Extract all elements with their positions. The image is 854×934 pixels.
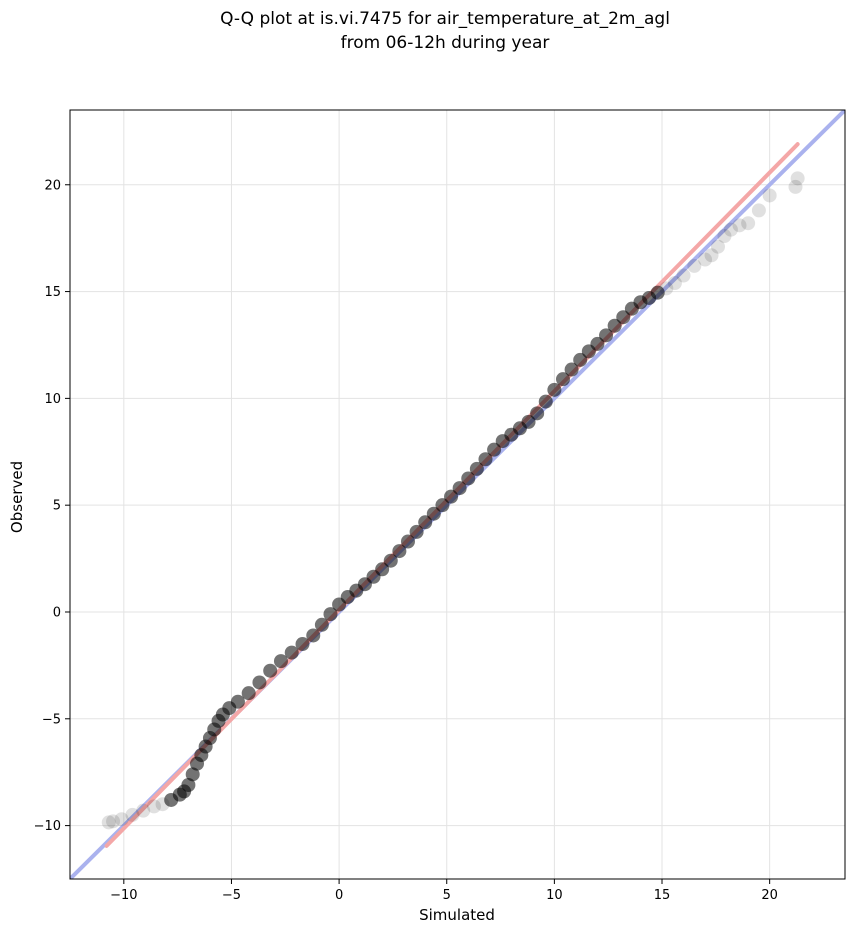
quantile-point-68 — [659, 281, 674, 296]
quantile-point-4 — [136, 803, 151, 818]
axis-ticks: −10 −5 0 5 10 15 20 −10 −5 0 5 10 15 20 — [34, 178, 778, 903]
x-tick-label: 5 — [443, 888, 451, 903]
quantile-point-55 — [547, 382, 562, 397]
quantile-point-75 — [717, 229, 732, 244]
quantile-point-54 — [538, 394, 553, 409]
quantile-point-39 — [409, 524, 424, 539]
y-axis-label: Observed — [8, 461, 26, 533]
quantile-point-29 — [323, 607, 338, 622]
chart-title-line-2: from 06-12h during year — [341, 33, 550, 53]
x-tick-label: 20 — [761, 888, 778, 903]
quantile-point-58 — [573, 352, 588, 367]
y-tick-label: 5 — [53, 499, 61, 514]
quantile-point-48 — [487, 442, 502, 457]
quantile-point-76 — [723, 222, 738, 237]
quantile-point-22 — [252, 675, 267, 690]
quantile-point-2 — [114, 812, 129, 827]
quantile-point-24 — [273, 654, 288, 669]
plot-frame — [69, 109, 846, 880]
quantile-point-0 — [101, 815, 116, 830]
quantile-point-57 — [564, 362, 579, 377]
quantile-point-70 — [676, 268, 691, 283]
quantile-point-53 — [530, 406, 545, 421]
quantile-point-25 — [284, 645, 299, 660]
quantile-point-82 — [790, 171, 805, 186]
quantile-point-69 — [667, 276, 682, 291]
quantile-point-10 — [181, 778, 196, 793]
y-tick-label: −5 — [42, 712, 61, 727]
quantile-point-28 — [314, 617, 329, 632]
y-tick-label: 15 — [44, 285, 61, 300]
quantile-point-80 — [762, 188, 777, 203]
quantile-point-36 — [383, 553, 398, 568]
quantile-point-71 — [687, 258, 702, 273]
quantile-point-23 — [263, 663, 278, 678]
quantile-point-27 — [306, 628, 321, 643]
quantile-point-78 — [741, 216, 756, 231]
quantile-point-11 — [185, 767, 200, 782]
quantile-point-41 — [426, 506, 441, 521]
quantile-point-44 — [452, 481, 467, 496]
x-tick-label: −10 — [110, 888, 137, 903]
y-tick-label: −10 — [34, 819, 61, 834]
y-tick-label: 10 — [44, 392, 61, 407]
quantile-point-74 — [710, 239, 725, 254]
quantile-point-56 — [555, 372, 570, 387]
quantile-point-45 — [461, 471, 476, 486]
grid-lines — [70, 110, 845, 879]
quantile-point-60 — [590, 336, 605, 351]
quantile-point-67 — [650, 285, 665, 300]
x-tick-label: 0 — [335, 888, 343, 903]
quantile-point-3 — [125, 807, 140, 822]
quantile-point-21 — [241, 686, 256, 701]
quantile-point-38 — [400, 534, 415, 549]
quantile-points — [101, 171, 805, 830]
quantile-point-40 — [418, 515, 433, 530]
quantile-point-63 — [616, 310, 631, 325]
y-tick-label: 0 — [53, 605, 61, 620]
chart-title-line-1: Q-Q plot at is.vi.7475 for air_temperatu… — [220, 9, 670, 29]
quantile-point-47 — [478, 452, 493, 467]
quantile-point-37 — [392, 544, 407, 559]
quantile-point-35 — [375, 562, 390, 577]
quantile-point-43 — [444, 489, 459, 504]
quantile-point-1 — [106, 814, 121, 829]
x-tick-label: 10 — [546, 888, 563, 903]
quantile-point-61 — [599, 328, 614, 343]
quantile-point-81 — [788, 179, 803, 194]
quantile-point-42 — [435, 498, 450, 513]
quantile-point-52 — [521, 414, 536, 429]
quantile-point-5 — [146, 799, 161, 814]
y-tick-label: 20 — [44, 178, 61, 193]
quantile-point-26 — [295, 637, 310, 652]
x-tick-label: 15 — [654, 888, 671, 903]
x-tick-label: −5 — [222, 888, 241, 903]
quantile-point-79 — [751, 203, 766, 218]
quantile-point-77 — [732, 218, 747, 233]
quantile-point-46 — [469, 461, 484, 476]
quantile-point-62 — [607, 318, 622, 333]
quantile-point-73 — [704, 248, 719, 263]
x-axis-label: Simulated — [419, 906, 495, 924]
quantile-point-20 — [230, 694, 245, 709]
quantile-point-72 — [698, 252, 713, 267]
